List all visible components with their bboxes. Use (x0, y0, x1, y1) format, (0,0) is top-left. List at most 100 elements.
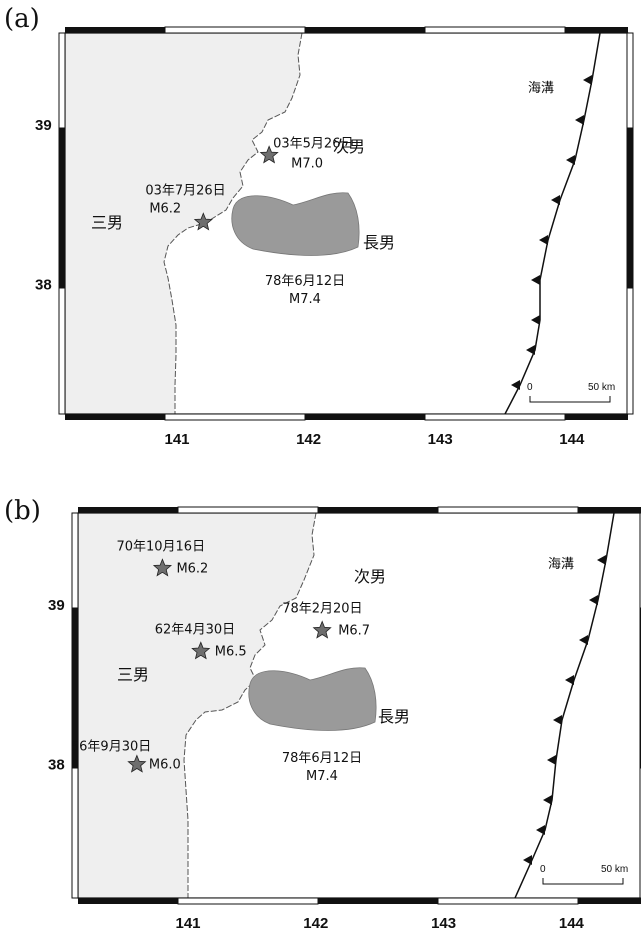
zone-date-label: 78年6月12日 (265, 274, 345, 289)
longitude-tick-label: 143 (428, 431, 453, 448)
zone-name-label: 長男 (378, 707, 410, 726)
earthquake-star (191, 641, 211, 660)
earthquake-date-label: 03年7月26日 (145, 183, 225, 198)
border-bar (626, 32, 634, 129)
border-bar (424, 26, 566, 34)
border-bar (437, 897, 579, 905)
border-bar (164, 26, 306, 34)
border-bar (437, 506, 579, 514)
earthquake-date-label: 70年10月16日 (116, 539, 205, 554)
trench-triangle (566, 155, 575, 165)
panel-a-letter: (a) (4, 4, 40, 34)
region-label: 次男 (354, 567, 386, 586)
border-bar (65, 27, 165, 33)
zone-magnitude-label: M7.4 (306, 769, 338, 784)
longitude-tick-label: 143 (431, 915, 456, 929)
earthquake-magnitude-label: M7.0 (291, 156, 323, 171)
border-bar (65, 414, 165, 420)
border-bar (58, 127, 66, 289)
zone-name-label: 長男 (363, 233, 395, 252)
map-panel-a (58, 26, 634, 421)
trench-triangle (531, 315, 540, 325)
trench-triangle (526, 345, 535, 355)
longitude-tick-label: 141 (164, 431, 189, 448)
trench-triangle (565, 675, 574, 685)
earthquake-date-label: 62年4月30日 (155, 622, 235, 637)
longitude-tick-label: 142 (296, 431, 321, 448)
border-bar (78, 898, 178, 904)
map-panel-b (71, 506, 641, 905)
coastline (163, 32, 303, 414)
scale-end-label: 50 km (601, 864, 628, 875)
rupture-zone (248, 667, 377, 731)
border-bar (626, 287, 634, 415)
border-bar (626, 127, 634, 289)
trench-triangle (531, 275, 540, 285)
latitude-tick-label: 39 (35, 117, 52, 134)
trench-triangle (583, 75, 592, 85)
scale-bar (542, 878, 624, 885)
earthquake-star (152, 558, 173, 577)
trench-triangle (543, 795, 552, 805)
latitude-tick-label: 38 (35, 277, 52, 294)
region-label: 次男 (333, 137, 365, 156)
earthquake-date-label: 78年2月20日 (282, 602, 362, 617)
border-bar (318, 507, 438, 513)
border-bar (424, 413, 566, 421)
border-bar (305, 27, 425, 33)
trench-triangle (523, 855, 532, 865)
panel-b-letter: (b) (4, 496, 41, 526)
border-bar (578, 507, 641, 513)
earthquake-star (259, 145, 279, 164)
zone-date-label: 78年6月12日 (282, 751, 362, 766)
border-bar (71, 767, 79, 899)
border-bar (578, 898, 641, 904)
zone-magnitude-label: M7.4 (289, 292, 321, 307)
scale-bar (529, 396, 611, 403)
region-label: 三男 (117, 665, 149, 684)
border-bar (71, 512, 79, 609)
trench-triangle (575, 115, 584, 125)
trench-triangle (547, 755, 556, 765)
trench-triangle (597, 555, 606, 565)
longitude-tick-label: 144 (559, 431, 585, 448)
earthquake-date-label: 03年5月26日 (273, 136, 353, 151)
land-area (65, 33, 302, 414)
latitude-tick-label: 38 (48, 757, 65, 774)
trench-triangle (551, 195, 560, 205)
earthquake-magnitude-label: M6.2 (149, 201, 181, 216)
border-bar (565, 27, 628, 33)
region-label: 三男 (91, 213, 123, 232)
border-bar (318, 898, 438, 904)
earthquake-star (312, 620, 332, 639)
border-bar (305, 414, 425, 420)
trench-label: 海溝 (548, 557, 574, 572)
earthquake-magnitude-label: M6.7 (338, 624, 370, 639)
earthquake-magnitude-label: M6.0 (149, 758, 181, 773)
scale-end-label: 50 km (588, 382, 615, 393)
longitude-tick-label: 144 (559, 915, 585, 929)
border-bar (164, 413, 306, 421)
trench-triangle (511, 380, 520, 390)
border-bar (177, 897, 319, 905)
longitude-tick-label: 141 (175, 915, 200, 929)
trench-triangle (589, 595, 598, 605)
scale-zero-label: 0 (540, 864, 546, 875)
rupture-zone (231, 192, 360, 256)
trench-triangle (553, 715, 562, 725)
trench-triangle (539, 235, 548, 245)
earthquake-date-label: 56年9月30日 (71, 740, 151, 755)
earthquake-magnitude-label: M6.5 (215, 644, 247, 659)
border-bar (565, 414, 628, 420)
earthquake-magnitude-label: M6.2 (176, 561, 208, 576)
border-bar (78, 507, 178, 513)
latitude-tick-label: 39 (48, 597, 65, 614)
border-bar (58, 32, 66, 129)
scale-zero-label: 0 (527, 382, 533, 393)
trench-triangle (579, 635, 588, 645)
border-bar (58, 287, 66, 415)
longitude-tick-label: 142 (303, 915, 328, 929)
earthquake-star (127, 754, 147, 773)
border-bar (177, 506, 319, 514)
